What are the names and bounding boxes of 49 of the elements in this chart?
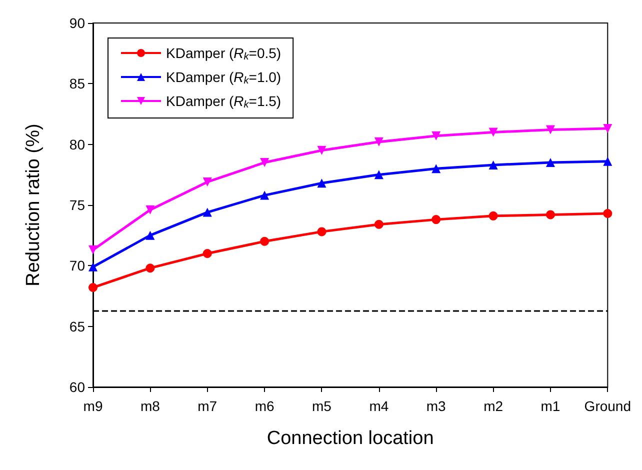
y-tick-label: 85 — [69, 76, 86, 92]
point — [546, 125, 555, 134]
y-tick-label: 65 — [69, 318, 86, 334]
point — [202, 249, 212, 258]
point — [488, 128, 498, 137]
point — [374, 170, 384, 180]
x-tick-label: m5 — [312, 398, 332, 414]
point — [260, 190, 270, 200]
point — [260, 236, 270, 246]
point — [374, 220, 384, 229]
y-tick-label: 90 — [69, 15, 86, 31]
point — [317, 146, 326, 155]
point — [488, 211, 498, 220]
point — [432, 215, 441, 224]
y-tick-label: 60 — [69, 379, 86, 395]
point — [202, 208, 212, 217]
point — [603, 156, 612, 166]
point — [88, 262, 98, 272]
point — [202, 177, 212, 186]
point — [603, 208, 612, 218]
point — [317, 227, 326, 236]
x-tick-label: m2 — [484, 398, 504, 414]
x-tick-label: Ground — [584, 398, 632, 414]
y-tick-label: 80 — [69, 136, 86, 152]
y-tick-label: 70 — [69, 258, 86, 274]
x-tick-label: m7 — [198, 398, 218, 414]
point — [146, 230, 155, 240]
point — [546, 210, 555, 220]
point — [317, 178, 326, 188]
point — [146, 264, 155, 273]
x-tick-label: m8 — [140, 398, 160, 414]
x-axis-title: Connection location — [266, 428, 434, 449]
point — [260, 158, 270, 168]
y-axis-title: Reduction ratio (%) — [23, 124, 44, 286]
x-tick-label: m6 — [254, 398, 274, 414]
x-tick-label: m9 — [83, 398, 103, 414]
x-tick-label: m1 — [540, 398, 560, 414]
point — [374, 137, 384, 146]
point — [88, 245, 98, 254]
x-tick-label: m3 — [426, 398, 446, 414]
point — [546, 158, 555, 168]
point — [432, 131, 441, 140]
point — [88, 283, 98, 292]
x-tick-label: m4 — [369, 398, 389, 414]
point — [146, 205, 155, 214]
y-tick-label: 75 — [69, 197, 86, 213]
point — [488, 160, 498, 170]
point — [603, 124, 612, 134]
point — [432, 164, 441, 174]
